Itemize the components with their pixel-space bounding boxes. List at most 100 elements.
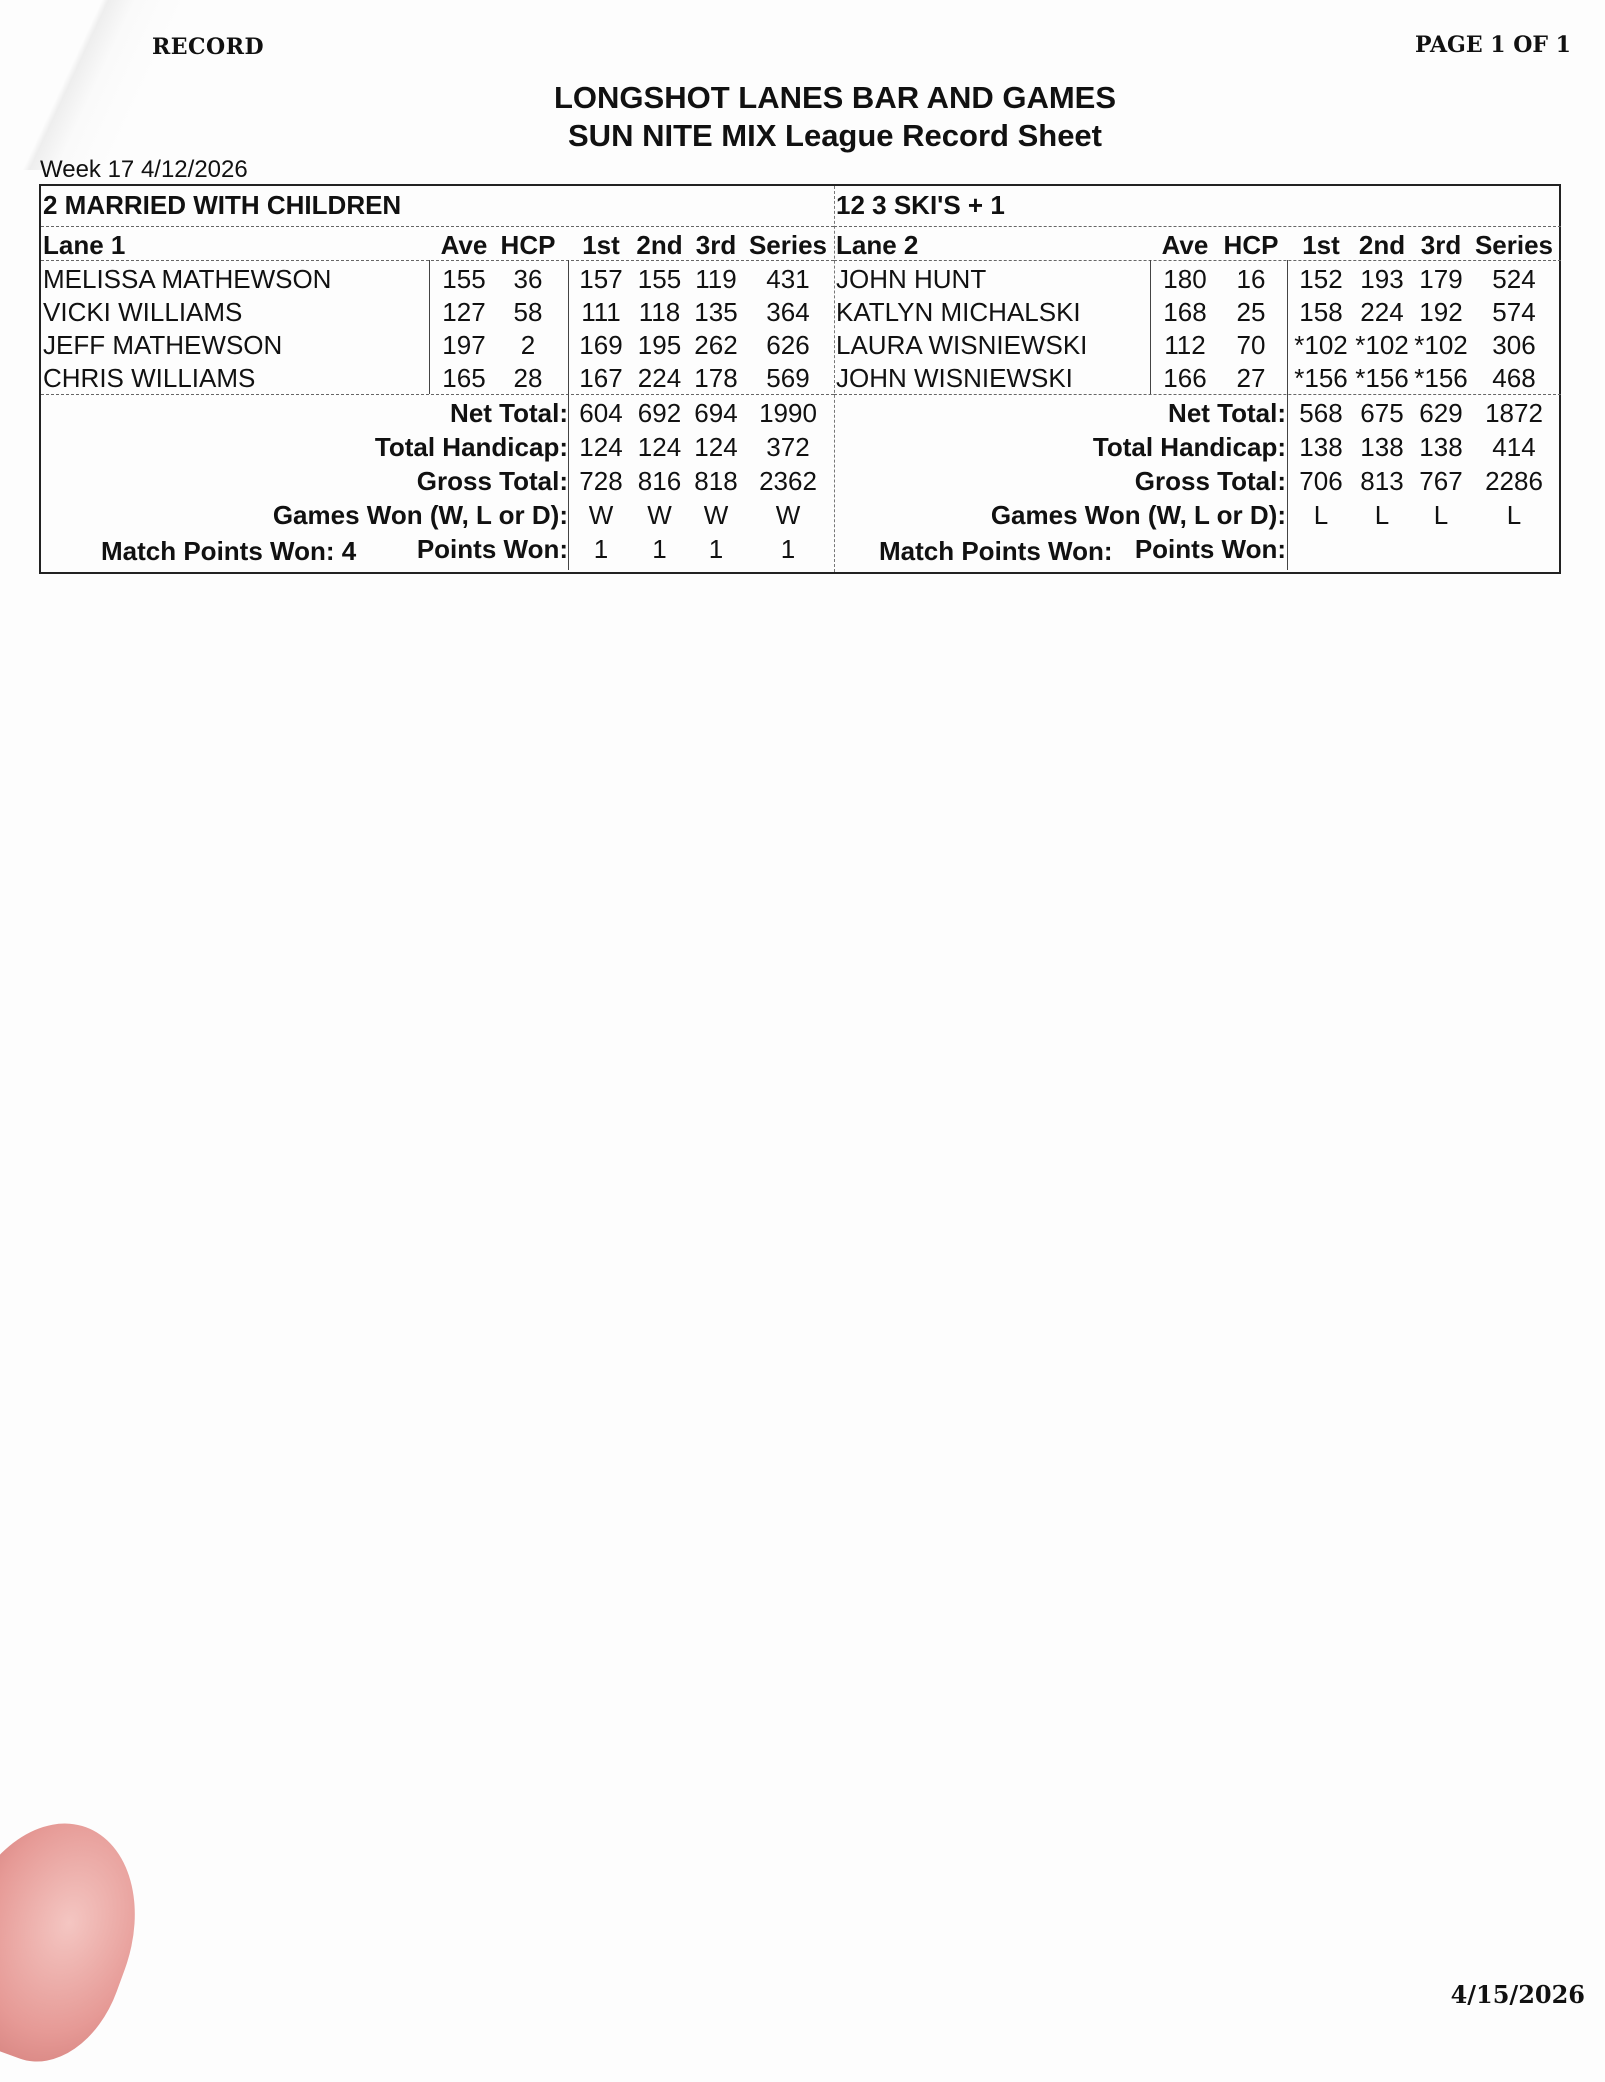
player-g3: *102 bbox=[1414, 330, 1468, 360]
page-number: PAGE 1 OF 1 bbox=[1415, 32, 1571, 58]
totals-label: Gross Total: bbox=[416, 466, 568, 496]
document-title: LONGSHOT LANES BAR AND GAMES bbox=[553, 80, 1117, 115]
total-g3: 1 bbox=[708, 534, 724, 564]
total-series: W bbox=[775, 500, 801, 530]
totals-label: Points Won: bbox=[1134, 534, 1286, 564]
column-header-ave: Ave bbox=[1161, 230, 1209, 260]
column-header-hcp: HCP bbox=[1223, 230, 1279, 260]
player-name: LAURA WISNIEWSKI bbox=[836, 330, 1088, 360]
player-series: 524 bbox=[1492, 264, 1536, 294]
player-g3: *156 bbox=[1414, 363, 1468, 393]
player-g2: 118 bbox=[638, 297, 681, 327]
player-ave: 127 bbox=[442, 297, 486, 327]
player-ave: 180 bbox=[1163, 264, 1207, 294]
divider bbox=[41, 226, 834, 227]
total-g1: 138 bbox=[1299, 432, 1343, 462]
player-row: JEFF MATHEWSON 197 2 169 195 262 626 bbox=[41, 330, 834, 363]
total-series: L bbox=[1506, 500, 1522, 530]
player-g2: 224 bbox=[1360, 297, 1404, 327]
player-g2: 195 bbox=[637, 330, 682, 360]
column-header-g3: 3rd bbox=[695, 230, 737, 260]
divider bbox=[568, 260, 569, 570]
thumb-photo-artifact bbox=[0, 1798, 166, 2082]
record-sheet-table: 2 MARRIED WITH CHILDREN Lane 1 Ave HCP 1st 2n… bbox=[39, 184, 1561, 574]
player-g1: 158 bbox=[1299, 297, 1343, 327]
print-date: 4/15/2026 bbox=[1450, 1980, 1585, 2009]
player-row: KATLYN MICHALSKI 168 25 158 224 192 574 bbox=[834, 297, 1561, 330]
total-g3: 138 bbox=[1419, 432, 1463, 462]
player-series: 574 bbox=[1492, 297, 1536, 327]
column-header-g2: 2nd bbox=[1358, 230, 1406, 260]
player-name: JOHN HUNT bbox=[836, 264, 987, 294]
total-g2: 124 bbox=[637, 432, 682, 462]
total-g2: 813 bbox=[1360, 466, 1404, 496]
totals-row: Gross Total: 706 813 767 2286 bbox=[834, 466, 1561, 499]
player-g3: 119 bbox=[695, 264, 737, 294]
total-g3: 694 bbox=[694, 398, 738, 428]
player-row: JOHN HUNT 180 16 152 193 179 524 bbox=[834, 264, 1561, 297]
player-row: CHRIS WILLIAMS 165 28 167 224 178 569 bbox=[41, 363, 834, 396]
player-g3: 179 bbox=[1419, 264, 1463, 294]
total-g2: 138 bbox=[1360, 432, 1404, 462]
lane-label: Lane 1 bbox=[43, 230, 126, 260]
player-g2: *156 bbox=[1355, 363, 1409, 393]
player-ave: 168 bbox=[1163, 297, 1207, 327]
totals-row: Games Won (W, L or D): L L L L bbox=[834, 500, 1561, 533]
week-date: Week 17 4/12/2026 bbox=[40, 156, 248, 183]
divider bbox=[429, 260, 430, 394]
total-g2: 675 bbox=[1360, 398, 1404, 428]
player-name: CHRIS WILLIAMS bbox=[43, 363, 256, 393]
player-row: LAURA WISNIEWSKI 112 70 *102 *102 *102 306 bbox=[834, 330, 1561, 363]
totals-label: Gross Total: bbox=[1134, 466, 1286, 496]
player-hcp: 28 bbox=[513, 363, 543, 393]
total-g1: 1 bbox=[593, 534, 609, 564]
player-row: MELISSA MATHEWSON 155 36 157 155 119 431 bbox=[41, 264, 834, 297]
totals-row: Points Won: bbox=[834, 534, 1561, 567]
player-g1: 152 bbox=[1299, 264, 1343, 294]
totals-row: Total Handicap: 124 124 124 372 bbox=[41, 432, 834, 465]
column-header-row: Lane 1 Ave HCP 1st 2nd 3rd Series bbox=[41, 230, 834, 263]
player-hcp: 58 bbox=[513, 297, 543, 327]
total-g1: 728 bbox=[579, 466, 623, 496]
player-g1: *102 bbox=[1294, 330, 1348, 360]
total-g3: 818 bbox=[694, 466, 738, 496]
player-name: KATLYN MICHALSKI bbox=[836, 297, 1081, 327]
total-series: 414 bbox=[1492, 432, 1536, 462]
divider bbox=[834, 394, 1561, 395]
player-g2: 224 bbox=[637, 363, 682, 393]
player-g3: 178 bbox=[694, 363, 738, 393]
player-hcp: 16 bbox=[1236, 264, 1266, 294]
player-g2: 193 bbox=[1360, 264, 1404, 294]
column-header-g1: 1st bbox=[1302, 230, 1340, 260]
player-series: 431 bbox=[766, 264, 810, 294]
total-g3: 124 bbox=[694, 432, 738, 462]
player-hcp: 2 bbox=[520, 330, 536, 360]
player-hcp: 70 bbox=[1236, 330, 1266, 360]
column-header-g1: 1st bbox=[582, 230, 620, 260]
total-g2: L bbox=[1374, 500, 1390, 530]
divider bbox=[41, 260, 834, 261]
total-g2: 1 bbox=[652, 534, 667, 564]
total-g1: 124 bbox=[579, 432, 623, 462]
player-g3: 135 bbox=[694, 297, 738, 327]
total-g1: 568 bbox=[1299, 398, 1343, 428]
player-series: 569 bbox=[766, 363, 810, 393]
player-hcp: 36 bbox=[513, 264, 543, 294]
totals-row: Games Won (W, L or D): W W W W bbox=[41, 500, 834, 533]
player-series: 468 bbox=[1492, 363, 1536, 393]
divider bbox=[834, 226, 1561, 227]
total-g2: 692 bbox=[637, 398, 682, 428]
player-g2: 155 bbox=[637, 264, 682, 294]
column-header-hcp: HCP bbox=[500, 230, 556, 260]
player-name: JOHN WISNIEWSKI bbox=[836, 363, 1073, 393]
lane-label: Lane 2 bbox=[836, 230, 919, 260]
totals-label: Net Total: bbox=[450, 398, 568, 428]
record-label: RECORD bbox=[152, 34, 265, 60]
total-series: 1990 bbox=[759, 398, 817, 428]
total-g3: 629 bbox=[1419, 398, 1463, 428]
player-hcp: 27 bbox=[1236, 363, 1266, 393]
player-series: 364 bbox=[766, 297, 810, 327]
divider bbox=[1287, 260, 1288, 570]
totals-label: Net Total: bbox=[1168, 398, 1286, 428]
column-header-g2: 2nd bbox=[636, 230, 683, 260]
